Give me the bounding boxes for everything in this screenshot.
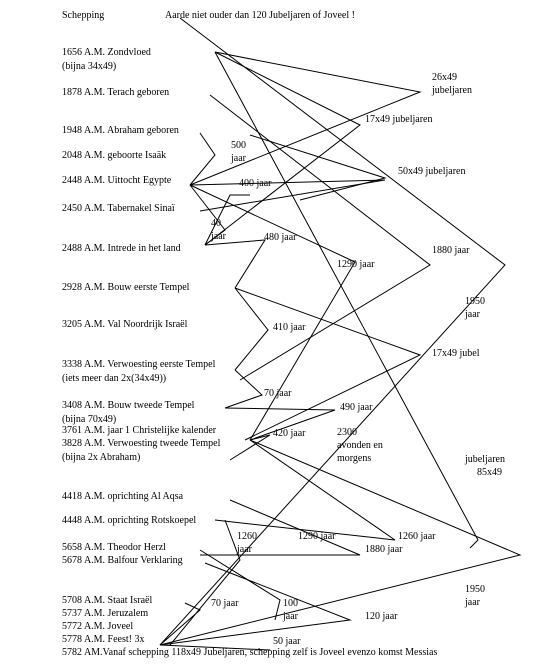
span-label: 70 jaar [211,598,239,609]
span-label: jubeljaren [464,454,505,465]
span-label: 1950 [465,584,485,595]
span-label: 120 jaar [365,611,398,622]
span-label: 1260 [237,531,257,542]
event-label: 1948 A.M. Abraham geboren [62,125,179,136]
span-label: 50x49 jubeljaren [398,166,465,177]
event-label: 5708 A.M. Staat Israël [62,595,152,606]
event-label: 2928 A.M. Bouw eerste Tempel [62,282,190,293]
event-label: 2450 A.M. Tabernakel Sinaï [62,203,175,214]
span-label: 480 jaar [264,232,297,243]
span-label: 85x49 [477,467,502,478]
span-label: 1880 jaar [432,245,470,256]
event-label: 5737 A.M. Jeruzalem [62,608,148,619]
span-label: 70 jaar [264,388,292,399]
span-label: morgens [337,453,371,464]
span-label: 1290 jaar [298,531,336,542]
span-label: jaar [230,153,247,164]
span-label: 1950 [465,296,485,307]
event-label: 3408 A.M. Bouw tweede Tempel [62,400,195,411]
span-label: 1260 jaar [398,531,436,542]
event-label: 5658 A.M. Theodor Herzl [62,542,166,553]
span-label: 400 jaar [239,178,272,189]
event-label: 4418 A.M. oprichting Al Aqsa [62,491,184,502]
span-label: 420 jaar [273,428,306,439]
event-label: 4448 A.M. oprichting Rotskoepel [62,515,196,526]
event-label: 1878 A.M. Terach geboren [62,87,169,98]
title: Aarde niet ouder dan 120 Jubeljaren of J… [165,10,355,21]
event-note: (bijna 34x49) [62,61,116,72]
span-label: 50 jaar [273,636,301,647]
event-label: 5772 A.M. Joveel [62,621,133,632]
span-label: 1290 jaar [337,259,375,270]
event-note: (bijna 2x Abraham) [62,452,140,463]
span-label: jaar [464,309,481,320]
span-label: avonden en [337,440,383,451]
event-label: 3828 A.M. Verwoesting tweede Tempel [62,438,221,449]
event-label: 5778 A.M. Feest! 3x [62,634,145,645]
span-label: jubeljaren [431,85,472,96]
event-label: 5678 A.M. Balfour Verklaring [62,555,183,566]
span-label: 26x49 [432,72,457,83]
event-label: 3761 A.M. jaar 1 Christelijke kalender [62,425,217,436]
span-label: 17x49 jubel [432,348,480,359]
span-label: jaar [464,597,481,608]
start-label: Schepping [62,10,104,21]
event-label: 5782 AM.Vanaf schepping 118x49 Jubeljare… [62,647,437,658]
event-label: 2048 A.M. geboorte Isaäk [62,150,166,161]
span-label: 410 jaar [273,322,306,333]
span-label: 2300 [337,427,357,438]
event-note: (bijna 70x49) [62,414,116,425]
span-label: jaar [210,231,227,242]
event-label: 3338 A.M. Verwoesting eerste Tempel [62,359,216,370]
event-label: 2448 A.M. Uittocht Egypte [62,175,172,186]
span-label: 490 jaar [340,402,373,413]
span-label: 17x49 jubeljaren [365,114,432,125]
span-label: 1880 jaar [365,544,403,555]
event-note: (iets meer dan 2x(34x49)) [62,373,166,384]
span-label: 500 [231,140,246,151]
span-label: 100 [283,598,298,609]
connector-lines [159,17,522,651]
event-label: 1656 A.M. Zondvloed [62,47,151,58]
span-label: jaar [236,544,253,555]
event-label: 3205 A.M. Val Noordrijk Israël [62,319,188,330]
span-label: jaar [282,611,299,622]
span-label: 40 [211,218,221,229]
event-label: 2488 A.M. Intrede in het land [62,243,181,254]
